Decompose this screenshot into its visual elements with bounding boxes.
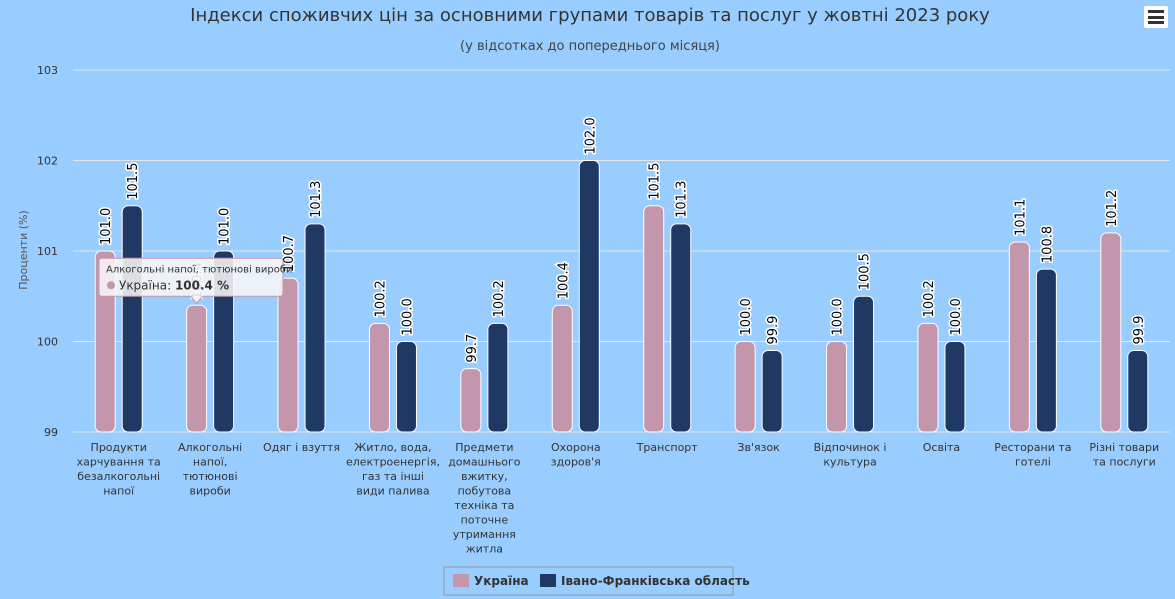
data-label: 99.9 xyxy=(1132,316,1147,345)
data-label: 101.2 xyxy=(1105,190,1120,227)
x-category-label: Ресторани та готелі xyxy=(994,441,1071,469)
bar-ukraine[interactable] xyxy=(1008,241,1030,433)
bar-ukraine[interactable] xyxy=(734,341,756,433)
tooltip-frame xyxy=(98,257,284,305)
bar-ukraine[interactable] xyxy=(186,304,208,433)
data-label: 100.0 xyxy=(949,298,964,335)
x-category-label: Одяг і взуття xyxy=(263,441,340,454)
bar-ivano-frankivsk[interactable] xyxy=(395,341,417,433)
data-label: 101.5 xyxy=(648,163,663,200)
y-tick-label: 103 xyxy=(37,64,58,77)
bar-ukraine[interactable] xyxy=(826,341,848,433)
bar-ukraine[interactable] xyxy=(368,322,390,433)
data-label: 101.1 xyxy=(1013,199,1028,236)
data-label: 100.0 xyxy=(831,298,846,335)
x-category-label: Житло, вода, електроенергія, газ та інші ви… xyxy=(346,441,440,498)
data-label: 100.4 xyxy=(556,262,571,299)
bar-ukraine[interactable] xyxy=(277,277,299,433)
grid-lines xyxy=(73,69,1170,433)
data-label: 101.0 xyxy=(218,208,233,245)
data-label: 100.7 xyxy=(282,235,297,272)
data-label: 100.5 xyxy=(858,253,873,290)
y-axis-title: Проценти (%) xyxy=(17,210,30,290)
legend-label-ukraine[interactable]: Україна xyxy=(474,574,529,588)
bar-ukraine[interactable] xyxy=(1100,232,1122,433)
x-category-label: Зв'язок xyxy=(737,441,780,454)
legend: Україна Івано-Франківська область xyxy=(443,566,750,596)
y-tick-label: 102 xyxy=(37,155,58,168)
data-label: 99.9 xyxy=(766,316,781,345)
x-category-label: Алкогольні напої, тютюнові вироби xyxy=(178,441,242,498)
data-label: 100.0 xyxy=(739,298,754,335)
data-labels: 101.0100.4100.7100.299.7100.4101.5100.01… xyxy=(98,116,1149,364)
data-label: 101.5 xyxy=(126,163,141,200)
chart-title: Індекси споживчих цін за основними група… xyxy=(190,5,990,26)
x-category-label: Транспорт xyxy=(636,441,699,454)
y-tick-label: 100 xyxy=(37,336,58,349)
bar-ivano-frankivsk[interactable] xyxy=(944,341,966,433)
legend-frame xyxy=(443,566,734,596)
chart-subtitle: (у відсотках до попереднього місяця) xyxy=(460,39,720,54)
bar-ukraine[interactable] xyxy=(460,368,482,433)
bar-ivano-frankivsk[interactable] xyxy=(670,223,692,433)
data-label: 102.0 xyxy=(583,117,598,154)
bar-ivano-frankivsk[interactable] xyxy=(1127,350,1149,433)
legend-label-ivano-frankivsk[interactable]: Івано-Франківська область xyxy=(561,574,750,588)
tooltip-series-name: Україна xyxy=(119,278,167,292)
bar-ivano-frankivsk[interactable] xyxy=(121,205,143,433)
x-axis-categories: Продукти харчування та безалкогольні напої А… xyxy=(77,441,1160,556)
y-axis-ticks: 99 100 101 102 103 xyxy=(37,64,58,439)
y-tick-label: 101 xyxy=(37,245,58,258)
tooltip-value-line: Україна: 100.4 % xyxy=(119,278,229,292)
y-tick-label: 99 xyxy=(44,426,58,439)
legend-swatch-ukraine xyxy=(453,574,469,587)
bar-ivano-frankivsk[interactable] xyxy=(853,295,875,433)
data-label: 100.2 xyxy=(922,280,937,317)
x-category-label: Охорона здоров'я xyxy=(551,441,601,469)
x-category-label: Предмети домашнього вжитку, побутова техніка… xyxy=(448,441,521,556)
data-label: 101.3 xyxy=(309,181,324,218)
hamburger-menu-icon[interactable] xyxy=(1144,6,1168,28)
tooltip-series-dot xyxy=(107,281,115,290)
bar-ukraine[interactable] xyxy=(551,304,573,433)
bar-ivano-frankivsk[interactable] xyxy=(1035,268,1057,433)
data-label: 100.0 xyxy=(400,298,415,335)
legend-swatch-ivano-frankivsk xyxy=(540,574,556,587)
data-label: 100.2 xyxy=(492,280,507,317)
tooltip-category: Алкогольні напої, тютюнові вироби xyxy=(106,263,293,275)
x-category-label: Продукти харчування та безалкогольні напої xyxy=(77,441,161,498)
data-label: 101.0 xyxy=(99,208,114,245)
bar-ivano-frankivsk[interactable] xyxy=(304,223,326,433)
bar-ivano-frankivsk[interactable] xyxy=(487,322,509,433)
bar-ukraine[interactable] xyxy=(917,322,939,433)
x-category-label: Відпочинок і культура xyxy=(814,441,887,469)
bar-ivano-frankivsk[interactable] xyxy=(578,160,600,433)
x-category-label: Освіта xyxy=(923,441,960,454)
bar-ivano-frankivsk[interactable] xyxy=(761,350,783,433)
tooltip-value: 100.4 % xyxy=(175,278,229,292)
data-label: 99.7 xyxy=(465,334,480,363)
x-category-label: Різні товари та послуги xyxy=(1089,441,1159,469)
data-label: 100.2 xyxy=(373,280,388,317)
data-label: 100.8 xyxy=(1040,226,1055,263)
bar-ukraine[interactable] xyxy=(643,205,665,433)
data-label: 101.3 xyxy=(675,181,690,218)
tooltip: Алкогольні напої, тютюнові вироби Україн… xyxy=(98,257,293,305)
